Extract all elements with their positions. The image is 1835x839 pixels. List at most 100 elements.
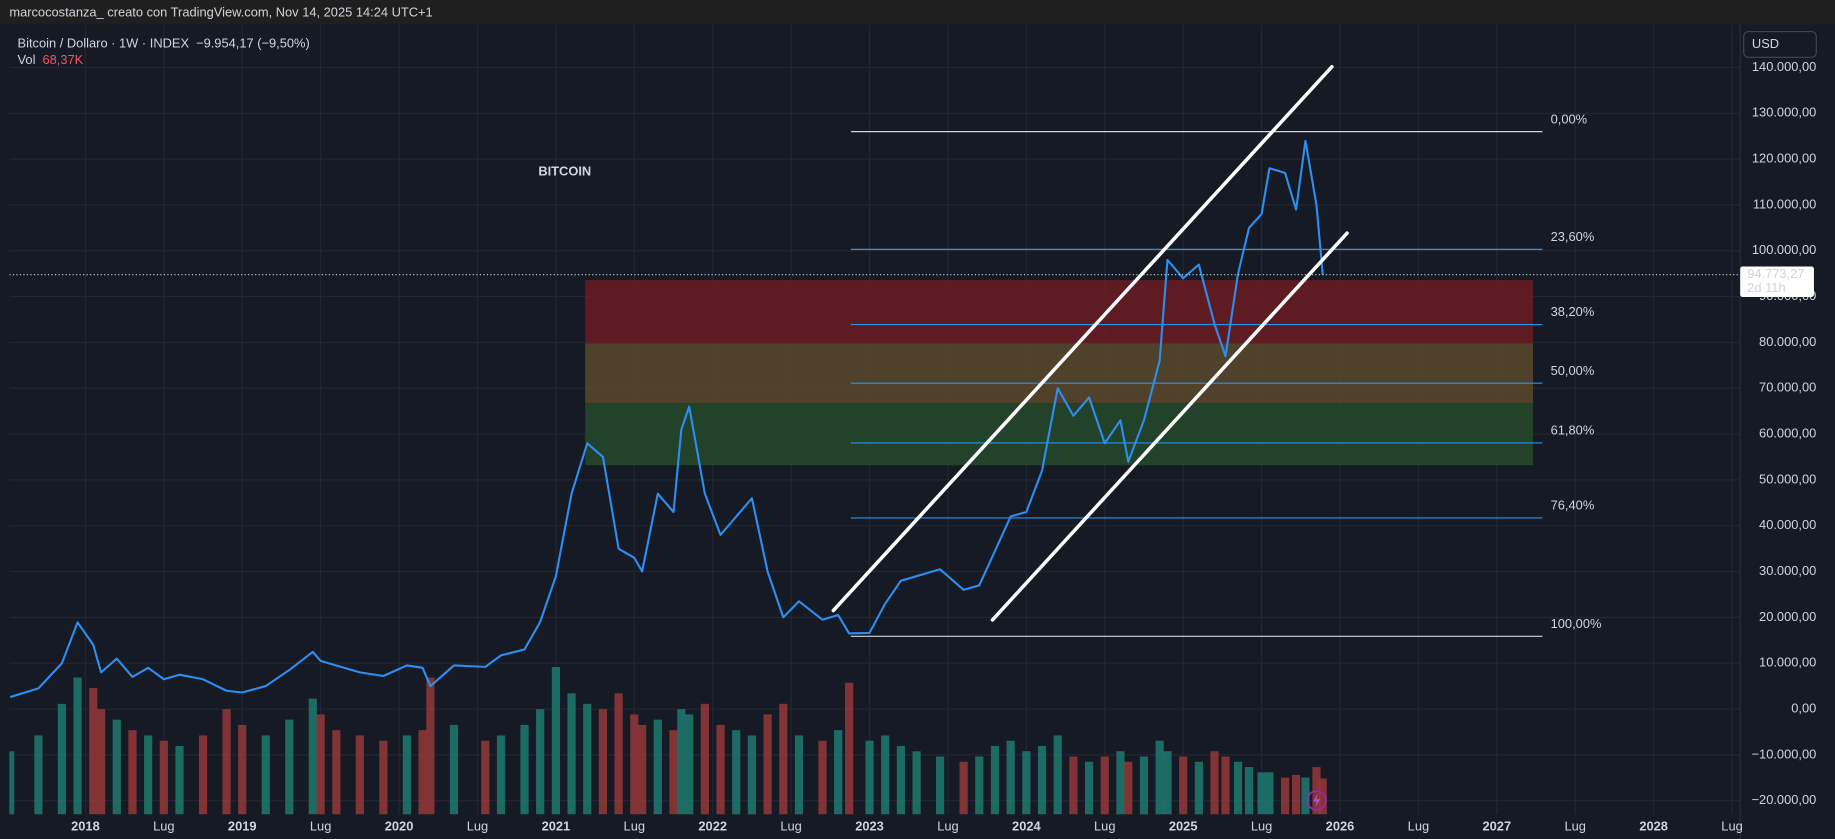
volume-bar bbox=[700, 703, 709, 815]
x-tick-label: 2022 bbox=[698, 819, 727, 834]
volume-bar bbox=[732, 730, 741, 815]
x-tick-label: 2020 bbox=[385, 819, 414, 834]
price-line bbox=[9, 139, 1324, 699]
change: −9.954,17 (−9,50%) bbox=[196, 36, 310, 51]
volume-bar bbox=[144, 735, 153, 815]
volume-bar bbox=[975, 756, 984, 815]
volume-bar bbox=[34, 735, 43, 815]
y-tick-label: 140.000,00 bbox=[1752, 59, 1816, 74]
volume-bar bbox=[1155, 740, 1164, 815]
fib-label: 38,20% bbox=[1551, 304, 1595, 319]
volume-bar bbox=[520, 724, 529, 815]
x-tick-label: Lug bbox=[153, 819, 174, 834]
fib-label: 23,60% bbox=[1551, 229, 1595, 244]
volume-bar bbox=[598, 709, 608, 815]
volume-bar bbox=[912, 751, 921, 815]
fib-label: 61,80% bbox=[1551, 423, 1595, 438]
fib-label: 100,00% bbox=[1551, 616, 1602, 631]
x-tick-label: Lug bbox=[624, 819, 645, 834]
volume-bar bbox=[794, 735, 804, 815]
volume-bar bbox=[175, 745, 184, 815]
volume-bar bbox=[685, 714, 694, 815]
y-tick-label: 0,00 bbox=[1791, 700, 1816, 715]
volume-bar bbox=[1006, 740, 1015, 815]
volume-bar bbox=[1318, 778, 1327, 815]
x-tick-label: 2021 bbox=[542, 819, 571, 834]
x-tick-label: Lug bbox=[1408, 819, 1429, 834]
volume-bar bbox=[449, 724, 459, 815]
volume-bar bbox=[1084, 761, 1094, 815]
header-bar bbox=[0, 0, 1835, 25]
volume-bar bbox=[896, 745, 905, 815]
volume-bar bbox=[763, 714, 772, 815]
volume-bar bbox=[1022, 751, 1031, 815]
y-tick-label: 60.000,00 bbox=[1759, 425, 1816, 440]
x-tick-label: Lug bbox=[310, 819, 331, 834]
x-tick-label: Lug bbox=[1721, 819, 1742, 834]
x-tick-label: Lug bbox=[1251, 819, 1272, 834]
volume-bar bbox=[638, 724, 647, 815]
volume-bar bbox=[1163, 751, 1172, 815]
price-axis bbox=[1740, 24, 1835, 839]
plot-area: 0,00% 23,60% 38,20% 50,00% 61,80% 76,40% 100,0… bbox=[9, 24, 1741, 815]
volume-bar bbox=[1257, 772, 1266, 815]
volume-bar bbox=[1265, 772, 1274, 815]
volume-bar bbox=[308, 698, 317, 815]
volume-bar bbox=[285, 719, 294, 815]
volume-bar bbox=[316, 714, 325, 815]
volume-bar bbox=[261, 735, 270, 815]
legend-title: Bitcoin / Dollaro · 1W · INDEX −9.954,17 … bbox=[18, 36, 310, 51]
volume-bar bbox=[845, 682, 854, 815]
time-axis bbox=[0, 814, 1835, 839]
x-tick-label: Lug bbox=[780, 819, 801, 834]
zone bbox=[585, 343, 1534, 404]
channel-line bbox=[990, 231, 1349, 622]
zone bbox=[585, 403, 1534, 466]
alert-icon[interactable] bbox=[1306, 790, 1327, 811]
volume-bar bbox=[332, 730, 341, 815]
volume-bar bbox=[1124, 761, 1133, 815]
currency-button[interactable] bbox=[1743, 31, 1817, 58]
volume-bar bbox=[222, 709, 231, 815]
x-tick-label: 2026 bbox=[1326, 819, 1355, 834]
x-tick-label: Lug bbox=[937, 819, 958, 834]
channel-line bbox=[831, 65, 1334, 613]
currency: USD bbox=[1752, 36, 1779, 51]
volume-bar bbox=[747, 735, 757, 815]
last-price-label: 94.773,27 bbox=[1747, 266, 1804, 281]
x-tick-label: Lug bbox=[467, 819, 488, 834]
volume-bar bbox=[834, 730, 843, 815]
volume-bar bbox=[1210, 751, 1219, 815]
volume-bar bbox=[583, 703, 592, 815]
y-tick-label: −10.000,00 bbox=[1752, 746, 1817, 761]
volume-bar bbox=[1221, 756, 1230, 815]
volume-bar bbox=[1116, 751, 1125, 815]
volume-bar bbox=[677, 709, 686, 815]
volume-bar bbox=[112, 719, 121, 815]
volume-bar bbox=[57, 703, 66, 815]
y-tick-label: 30.000,00 bbox=[1759, 563, 1816, 578]
volume-bar bbox=[536, 709, 545, 815]
volume-bar bbox=[990, 745, 1000, 815]
y-tick-label: 50.000,00 bbox=[1759, 471, 1816, 486]
volume-bar bbox=[426, 677, 435, 815]
volume-bar bbox=[779, 703, 788, 815]
symbol: Bitcoin / Dollaro · 1W · INDEX bbox=[18, 36, 190, 51]
volume-bar bbox=[936, 756, 945, 815]
last-price-box bbox=[1740, 266, 1814, 297]
volume-bar bbox=[198, 735, 208, 815]
volume-legend: Vol 68,37K bbox=[18, 52, 84, 67]
volume-bar bbox=[418, 730, 427, 815]
volume-value: 68,37K bbox=[42, 52, 83, 67]
volume-bar bbox=[1244, 767, 1254, 815]
volume-bar bbox=[881, 735, 890, 815]
y-tick-label: 40.000,00 bbox=[1759, 517, 1816, 532]
y-tick-label: 110.000,00 bbox=[1753, 196, 1816, 211]
x-tick-label: 2025 bbox=[1169, 819, 1198, 834]
volume-bar bbox=[1281, 777, 1290, 815]
y-tick-label: 120.000,00 bbox=[1752, 151, 1816, 166]
volume-label: Vol bbox=[18, 52, 36, 67]
y-tick-label: 80.000,00 bbox=[1759, 334, 1816, 349]
volume-bar bbox=[9, 751, 15, 815]
